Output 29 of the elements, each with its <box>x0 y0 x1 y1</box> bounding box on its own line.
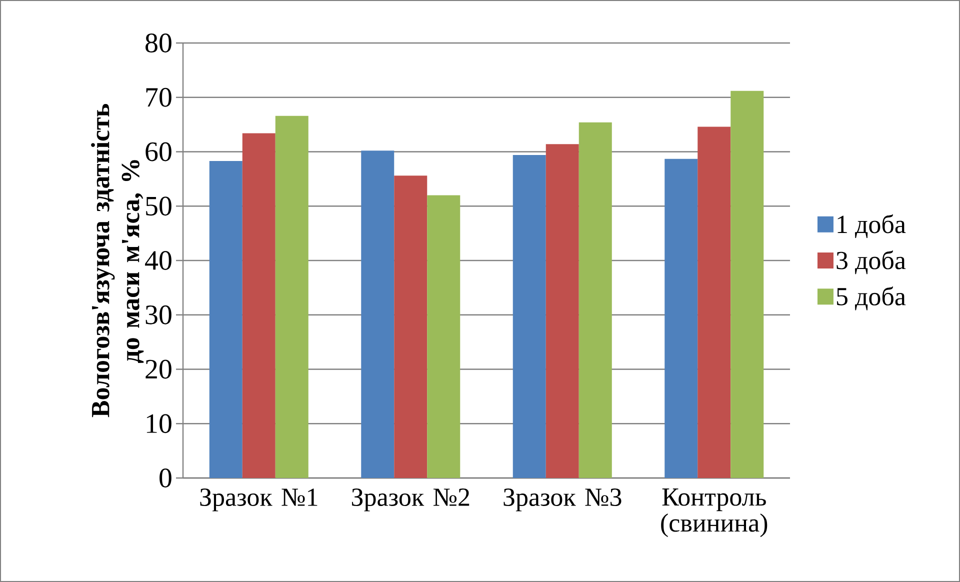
bar <box>664 158 698 478</box>
bar <box>512 155 546 478</box>
legend-label: 1 доба <box>838 214 906 238</box>
bar <box>242 133 276 478</box>
bar <box>698 126 731 478</box>
legend-label: 5 доба <box>836 286 906 310</box>
bar <box>209 160 242 478</box>
x-tick-label: Контроль (свинина) <box>661 488 768 538</box>
y-tick-label: 10 <box>146 414 172 434</box>
bar <box>546 144 579 478</box>
bar <box>394 176 428 478</box>
bar <box>361 150 394 478</box>
y-tick-label: 60 <box>146 142 172 162</box>
x-tick-label: Зразок №2 <box>352 488 470 512</box>
bar <box>578 122 612 478</box>
y-tick-label: 70 <box>146 88 172 107</box>
y-tick-label: 20 <box>146 360 172 379</box>
bar <box>275 116 308 478</box>
y-axis-title: Вологозв'язуюча здатність до маси м'яса, % <box>91 104 144 418</box>
y-tick-label: 0 <box>160 468 172 488</box>
bar <box>730 90 764 478</box>
y-tick-label: 50 <box>146 196 172 216</box>
y-tick-label: 80 <box>146 34 172 52</box>
y-tick-label: 40 <box>145 251 172 270</box>
x-tick-label: Зразок №3 <box>504 488 622 512</box>
x-tick-label: Зразок №1 <box>200 488 318 512</box>
legend-label: 3 доба <box>836 250 906 274</box>
bar <box>427 195 460 478</box>
y-tick-label: 30 <box>146 305 172 324</box>
